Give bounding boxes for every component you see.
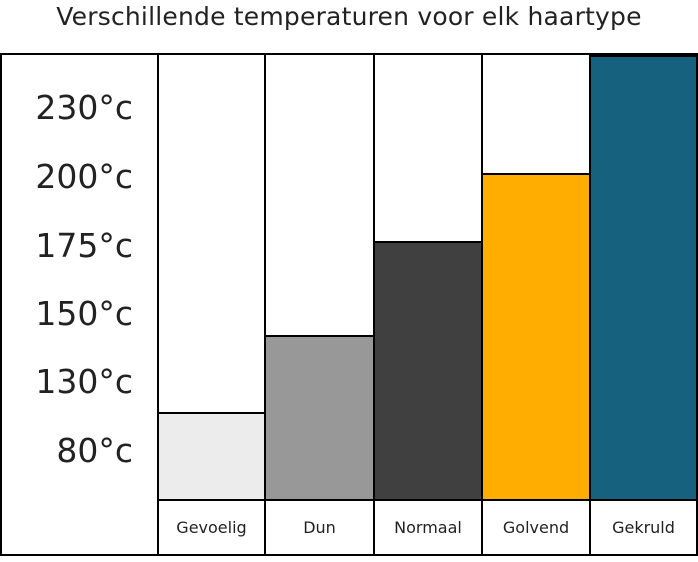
- bar-dun: [264, 335, 375, 501]
- bar-gekruld: [589, 55, 698, 501]
- x-tick-label-dun: Dun: [303, 518, 336, 537]
- outer-border: [0, 53, 698, 556]
- bars-group: [157, 55, 698, 501]
- bar-golvend: [481, 173, 591, 501]
- x-tick-label-normaal: Normaal: [394, 518, 462, 537]
- bar-gevoelig: [157, 412, 266, 501]
- y-tick-labels: 230°c 200°c 175°c 150°c 130°c 80°c: [35, 88, 133, 470]
- y-tick-label: 230°c: [35, 88, 133, 127]
- bar-normaal: [373, 241, 483, 501]
- x-tick-label-gekruld: Gekruld: [612, 518, 675, 537]
- chart-frame: [0, 53, 698, 556]
- y-tick-label: 175°c: [35, 226, 133, 265]
- y-tick-label: 150°c: [35, 294, 133, 333]
- x-tick-label-golvend: Golvend: [503, 518, 569, 537]
- y-tick-label: 80°c: [56, 431, 133, 470]
- x-tick-label-gevoelig: Gevoelig: [176, 518, 246, 537]
- chart-title: Verschillende temperaturen voor elk haar…: [56, 2, 642, 31]
- y-tick-label: 200°c: [35, 157, 133, 196]
- y-tick-label: 130°c: [35, 362, 133, 401]
- x-tick-labels: Gevoelig Dun Normaal Golvend Gekruld: [176, 518, 675, 537]
